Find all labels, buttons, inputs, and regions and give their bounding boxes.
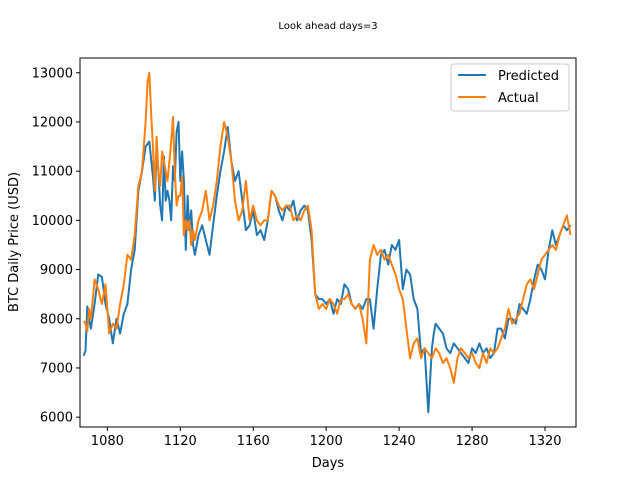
plot-frame <box>79 57 577 428</box>
x-axis-label: Days <box>312 456 345 471</box>
y-tick-label: 11000 <box>32 165 73 180</box>
x-tick-label: 1240 <box>383 434 416 449</box>
y-tick-label: 9000 <box>40 263 73 278</box>
y-tick-label: 7000 <box>40 361 73 376</box>
y-tick-label: 13000 <box>32 66 73 81</box>
y-tick-label: 6000 <box>40 411 73 426</box>
legend-label-actual: Actual <box>498 91 539 106</box>
series-line-predicted <box>82 121 572 414</box>
plot-area <box>79 57 577 428</box>
y-axis: 6000 7000 8000 9000 10000 11000 12000 13000 <box>32 66 80 426</box>
y-tick-label: 8000 <box>40 312 73 327</box>
chart-title: Look ahead days=3 <box>278 21 377 32</box>
x-axis: 1080 1120 1160 1200 1240 1280 1320 <box>91 427 562 449</box>
x-tick-label: 1080 <box>91 434 124 449</box>
y-tick-label: 12000 <box>32 115 73 130</box>
x-tick-label: 1320 <box>528 434 561 449</box>
y-axis-label: BTC Daily Price (USD) <box>7 172 22 312</box>
legend-label-predicted: Predicted <box>498 69 559 84</box>
legend: Predicted Actual <box>450 63 570 112</box>
y-tick-label: 10000 <box>32 214 73 229</box>
x-tick-label: 1160 <box>237 434 270 449</box>
x-tick-label: 1200 <box>310 434 343 449</box>
x-tick-label: 1280 <box>456 434 489 449</box>
x-tick-label: 1120 <box>164 434 197 449</box>
series-line-actual <box>82 71 572 384</box>
